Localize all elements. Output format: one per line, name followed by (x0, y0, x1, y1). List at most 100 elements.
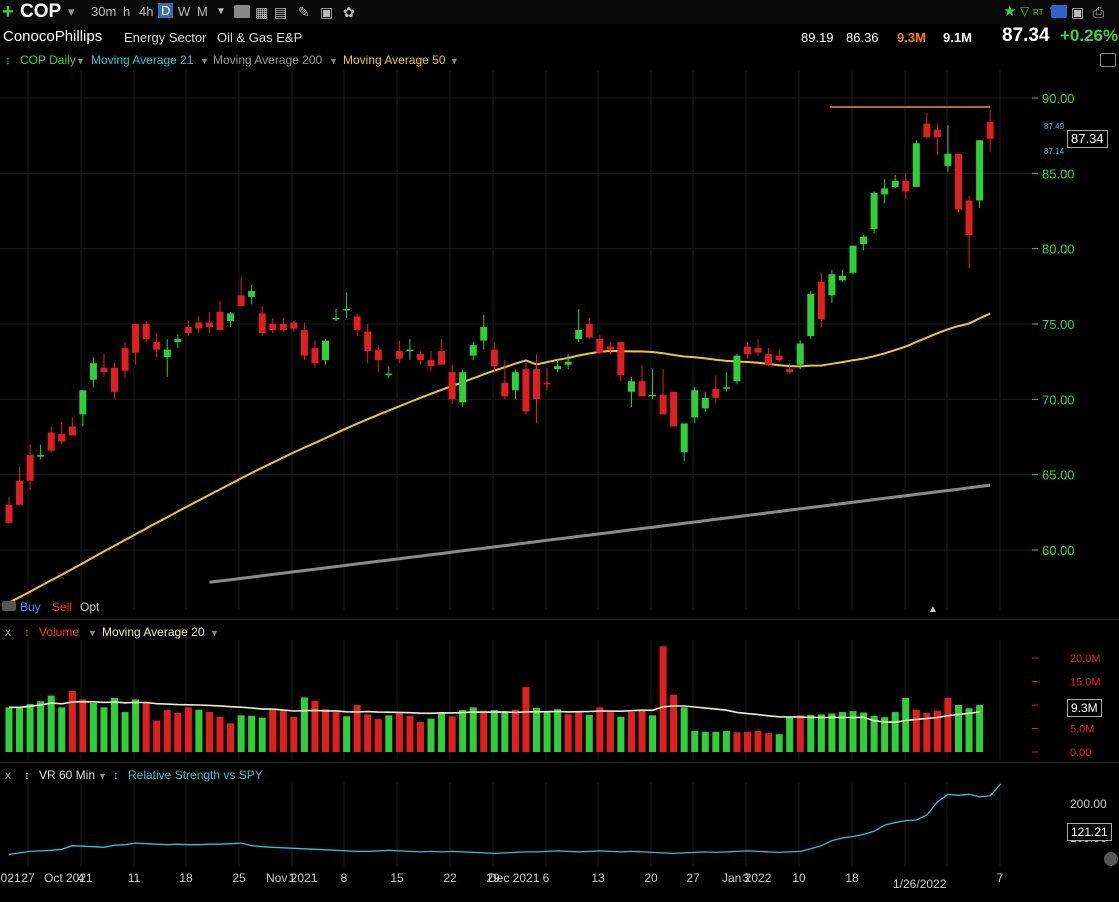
volume-dropdown-icon[interactable]: ▼ (88, 628, 97, 638)
volume-bar (828, 713, 836, 752)
x-tick-label: Dec 2021 (488, 871, 540, 885)
volume-bar (448, 716, 456, 752)
volume-label[interactable]: Volume (39, 625, 80, 639)
volume-bar (554, 709, 562, 752)
candle (870, 191, 878, 234)
price-chart[interactable]: 90.00 85.00 80.00 75.00 70.00 65.00 60.00 (0, 70, 1119, 620)
candle (976, 140, 984, 208)
volume-ma-dropdown-icon[interactable]: ▼ (210, 628, 219, 638)
vr-dropdown-icon[interactable]: ▼ (98, 771, 107, 781)
volume-bar (132, 699, 140, 752)
rs-toggle-icon[interactable]: ↕ (113, 768, 119, 782)
legend-series[interactable]: COP Daily (20, 53, 76, 67)
rs-label[interactable]: Relative Strength vs SPY (128, 768, 263, 782)
candle (638, 364, 646, 397)
trade-icon[interactable] (2, 601, 16, 611)
volume-bar (205, 712, 213, 752)
volume-bar (480, 710, 488, 752)
candle (955, 153, 962, 213)
calculator-icon[interactable]: ▤ (274, 4, 288, 20)
x-tick-label: 27 (686, 871, 700, 885)
candle (796, 340, 804, 370)
candle (374, 345, 382, 373)
symbol-label[interactable]: COP (20, 1, 62, 22)
candle (153, 333, 161, 358)
y-tick-label: 60.00 (1042, 543, 1075, 558)
volume-bar (912, 709, 920, 752)
candle (195, 316, 203, 334)
add-symbol-icon[interactable]: + (2, 1, 14, 23)
collapse-arrow-icon[interactable]: ▲ (928, 604, 938, 615)
bars-icon[interactable]: ▦ (255, 4, 269, 20)
candle (670, 391, 678, 427)
volume-bar (511, 709, 519, 752)
s-plus-icon[interactable] (1051, 5, 1067, 18)
volume-bar (691, 730, 699, 752)
share-icon[interactable]: ✿ (343, 4, 355, 20)
candle (933, 123, 941, 156)
candle (838, 269, 846, 282)
volume-bar (891, 712, 899, 752)
volume-bar (416, 721, 424, 752)
volume-bar (543, 711, 551, 752)
volume-close-button[interactable]: x (5, 625, 11, 639)
panel-divider-2[interactable] (0, 762, 1119, 763)
panel-menu-icon[interactable] (1100, 53, 1116, 67)
volume-bar (385, 715, 393, 752)
sector-label[interactable]: Energy Sector (124, 30, 207, 45)
volume-toggle-icon[interactable]: ↕ (24, 625, 30, 639)
timeframe-d[interactable]: D (158, 3, 174, 18)
series-toggle-icon[interactable]: ↕ (5, 53, 11, 67)
vr-toggle-icon[interactable]: ↕ (24, 768, 30, 782)
industry-label[interactable]: Oil & Gas E&P (217, 30, 303, 45)
legend-ma50[interactable]: Moving Average 50 (343, 53, 446, 67)
volume-bar (26, 704, 34, 752)
rs-close-button[interactable]: x (5, 768, 11, 782)
vol-tick-label: 5.0M (1070, 724, 1094, 736)
timeframe-dropdown-icon[interactable]: ▼ (216, 6, 226, 17)
x-tick-label: 13 (591, 871, 605, 885)
volume-bar (965, 708, 973, 752)
legend-series-dropdown-icon[interactable]: ▼ (76, 56, 85, 66)
print-icon[interactable]: ⎙ (1093, 4, 1105, 20)
sell-button[interactable]: Sell (52, 600, 73, 614)
timeframe-30m[interactable]: 30m (91, 4, 117, 19)
star-icon[interactable]: ★ (1003, 3, 1017, 20)
legend-ma21-dropdown-icon[interactable]: ▼ (200, 56, 209, 66)
volume-ma-label[interactable]: Moving Average 20 (102, 625, 205, 639)
candle (248, 284, 256, 305)
opt-button[interactable]: Opt (80, 600, 100, 614)
volume-bar (638, 709, 646, 752)
vr-label[interactable]: VR 60 Min (39, 768, 96, 782)
legend-ma200[interactable]: Moving Average 200 (213, 53, 323, 67)
volume-bar (501, 712, 509, 752)
volume-bar (870, 715, 878, 752)
timeframe-m[interactable]: M (197, 4, 208, 19)
x-tick-label: 3 (743, 871, 750, 885)
panel-divider[interactable] (0, 619, 1119, 620)
pencil-icon[interactable]: ✎ (298, 4, 310, 20)
chart-type-icon[interactable] (234, 5, 250, 18)
save-icon[interactable]: ▣ (1071, 4, 1085, 20)
candle (649, 369, 657, 400)
timeframe-w[interactable]: W (178, 4, 191, 19)
candle (322, 339, 329, 365)
candle (26, 444, 34, 490)
filter-icon[interactable]: ▽ (1020, 4, 1030, 18)
legend-ma21[interactable]: Moving Average 21 (91, 53, 194, 67)
candle (533, 354, 540, 424)
timeframe-h[interactable]: h (123, 4, 131, 19)
legend-ma50-dropdown-icon[interactable]: ▼ (450, 56, 459, 66)
notes-icon[interactable]: ▣ (320, 4, 334, 20)
rt-badge[interactable]: RT (1033, 8, 1044, 17)
speaker-icon[interactable]: ▾ (68, 4, 75, 19)
candle (89, 357, 97, 388)
scroll-button-icon[interactable] (1104, 852, 1118, 866)
legend-ma200-dropdown-icon[interactable]: ▼ (329, 56, 338, 66)
candle (712, 375, 720, 403)
buy-button[interactable]: Buy (20, 600, 41, 614)
candle (490, 342, 498, 373)
timeframe-4h[interactable]: 4h (139, 4, 154, 19)
